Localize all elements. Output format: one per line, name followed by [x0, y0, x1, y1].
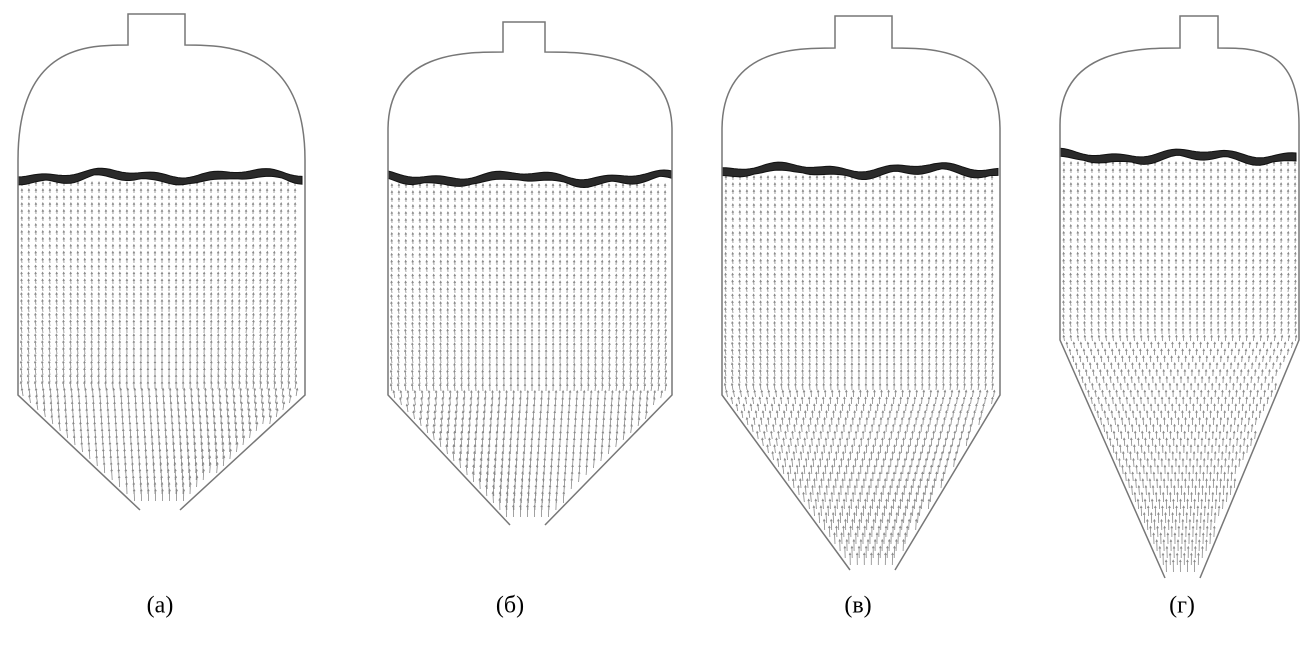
panel-label: (б) — [496, 593, 524, 619]
velocity-field — [389, 183, 668, 518]
liquid-surface — [1059, 147, 1297, 166]
velocity-field — [1062, 161, 1298, 573]
velocity-field — [723, 175, 996, 566]
liquid-surface — [17, 167, 303, 186]
vessel-outline — [387, 21, 673, 526]
liquid-surface — [721, 161, 999, 180]
vessel-outline — [17, 13, 306, 511]
panel-label: (а) — [147, 593, 174, 619]
velocity-field — [19, 181, 299, 502]
vessel-outline — [1059, 15, 1300, 579]
panel-label: (в) — [844, 593, 871, 619]
panel-label: (г) — [1169, 593, 1195, 619]
vessel-outline — [721, 15, 1001, 571]
